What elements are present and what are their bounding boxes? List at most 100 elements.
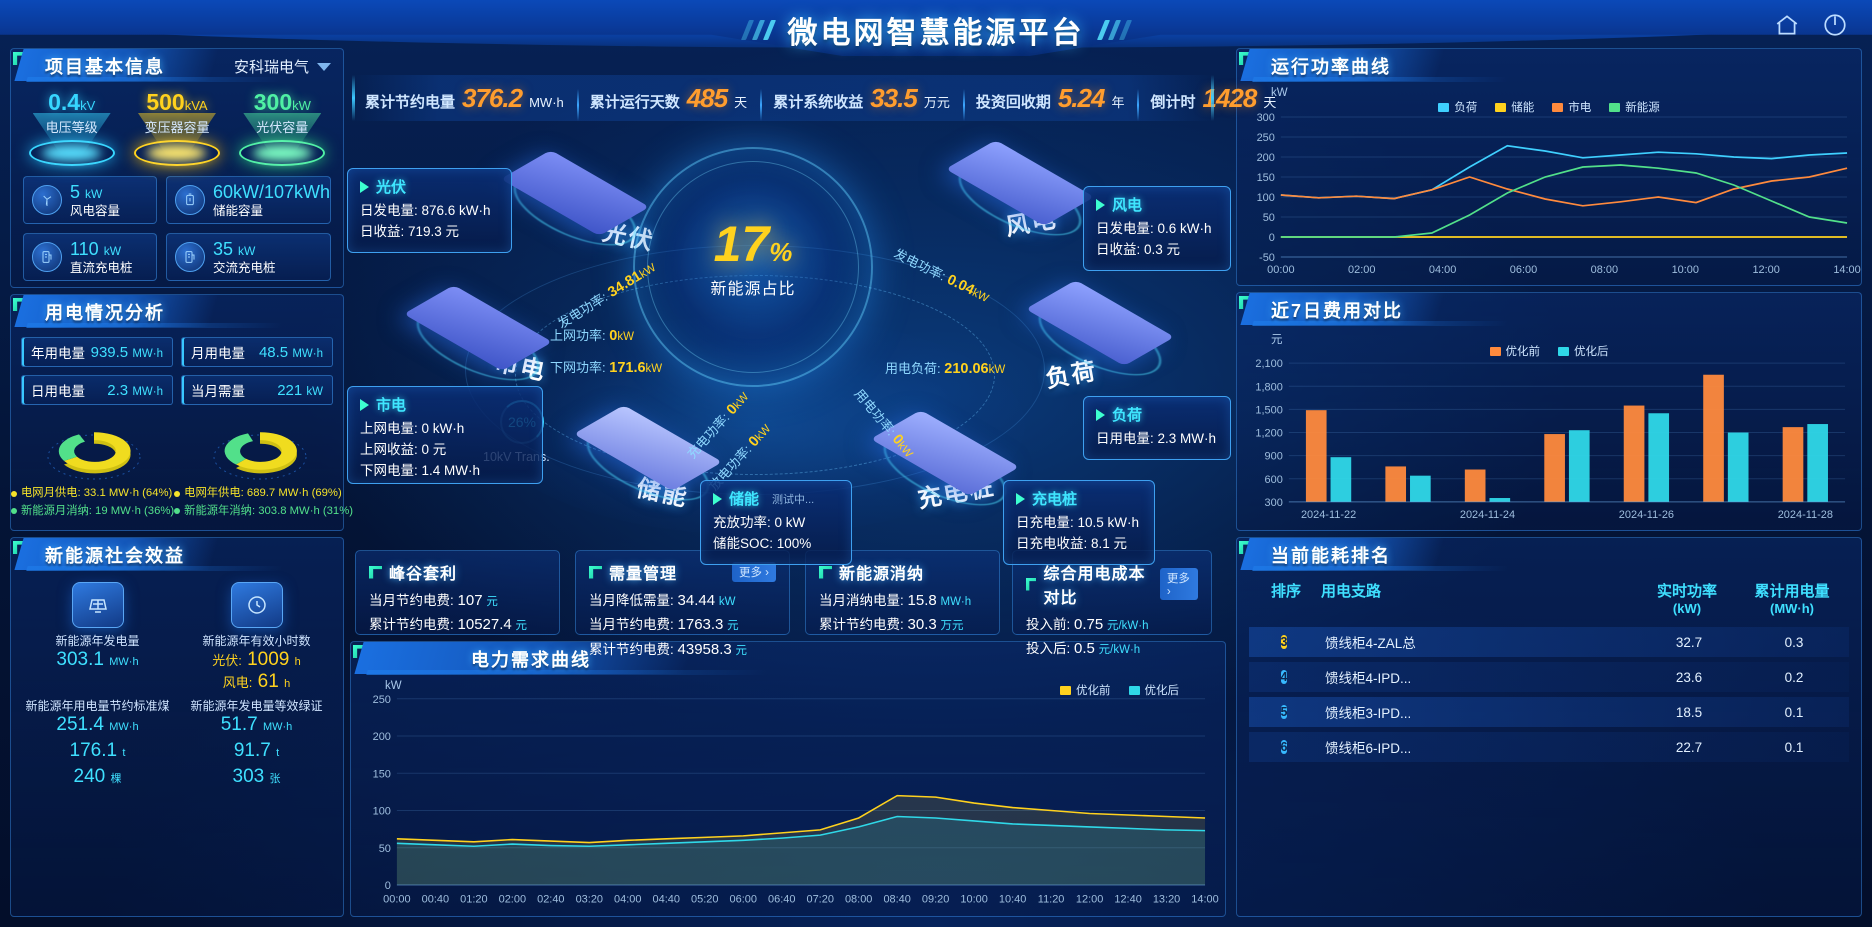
usage-cell: 年用电量 939.5 MW·h xyxy=(21,337,173,367)
arrow-icon xyxy=(1096,198,1105,211)
table-row[interactable]: 5 馈线柜3-IPD... 18.5 0.1 xyxy=(1249,697,1849,727)
cell-branch: 馈线柜3-IPD... xyxy=(1325,706,1412,721)
legend-swatch xyxy=(1495,102,1507,112)
usage-cell: 日用电量 2.3 MW·h xyxy=(21,375,173,405)
legend-item[interactable]: 优化前 xyxy=(1489,343,1540,359)
gauge-0: 0.4kV 电压等级 xyxy=(22,89,122,166)
usage-value: 2.3 MW·h xyxy=(107,381,163,399)
kpi-unit: 天 xyxy=(734,94,748,110)
card-title: 需量管理 xyxy=(609,566,678,583)
legend-item[interactable]: 负荷 xyxy=(1438,99,1477,115)
company-selector-value[interactable]: 安科瑞电气 xyxy=(233,59,309,76)
svg-text:300: 300 xyxy=(1257,112,1275,124)
legend-month: 电网月供电: 33.1 MW·h (64%) 新能源月消纳: 19 MW·h (… xyxy=(11,485,174,520)
table-row[interactable]: 3 馈线柜4-ZAL总 32.7 0.3 xyxy=(1249,627,1849,657)
capacity-cell[interactable]: 35 kW 交流充电桩 xyxy=(165,233,331,281)
legend-item[interactable]: 储能 xyxy=(1495,99,1534,115)
info-box-grid[interactable]: 市电 上网电量: 0 kW·h 上网收益: 0 元 下网电量: 1.4 MW·h xyxy=(347,386,543,484)
legend-label: 优化前 xyxy=(1076,685,1111,697)
legend-item[interactable]: 新能源 xyxy=(1609,99,1660,115)
home-icon[interactable] xyxy=(1774,12,1800,43)
node-wind-platform[interactable] xyxy=(937,140,1103,248)
bottom-card[interactable]: 峰谷套利 当月节约电费: 107 元累计节约电费: 10527.4 元 xyxy=(355,550,560,635)
usage-label: 月用电量 xyxy=(191,346,245,361)
node-pv-platform[interactable] xyxy=(492,150,658,258)
table-row[interactable]: 6 馈线柜6-IPD... 22.7 0.1 xyxy=(1249,732,1849,762)
svg-text:08:00: 08:00 xyxy=(845,893,872,905)
benefit-value: 303 张 xyxy=(232,766,281,787)
svg-text:12:00: 12:00 xyxy=(1752,264,1779,276)
panel-title: 运行功率曲线 xyxy=(1271,57,1391,77)
node-load-platform[interactable] xyxy=(1017,280,1183,388)
bottom-card[interactable]: 综合用电成本对比 更多 › 投入前: 0.75 元/kW·h 投入后: 0.5 元/k… xyxy=(1012,550,1212,657)
capacity-cell[interactable]: 5 kW 风电容量 xyxy=(23,176,157,224)
svg-text:2,100: 2,100 xyxy=(1255,358,1282,370)
usage-value: 48.5 MW·h xyxy=(258,343,323,361)
y-axis-unit: 元 xyxy=(1271,334,1283,346)
panel-title: 电力需求曲线 xyxy=(471,650,591,670)
flow-label-text: 用电负荷: xyxy=(885,361,941,376)
benefit-value: 303.1 MW·h xyxy=(56,649,139,670)
chevron-down-icon[interactable] xyxy=(317,63,331,71)
header-actions[interactable] xyxy=(1774,12,1848,43)
legend-item[interactable]: 优化前 xyxy=(1060,682,1111,698)
svg-text:08:40: 08:40 xyxy=(883,893,910,905)
info-box-charger[interactable]: 充电桩 日充电量: 10.5 kW·h 日充电收益: 8.1 元 xyxy=(1003,480,1155,565)
info-box-memo: 测试中... xyxy=(772,493,815,506)
cell-energy: 0.2 xyxy=(1784,669,1804,685)
svg-text:50: 50 xyxy=(379,843,391,855)
info-row: 日发电量: 876.6 kW·h xyxy=(360,203,491,218)
chart-legend[interactable]: 优化前 优化后 xyxy=(351,682,1225,698)
svg-text:06:00: 06:00 xyxy=(730,893,757,905)
legend-label: 市电 xyxy=(1568,102,1592,114)
y-axis-unit: kW xyxy=(1271,87,1288,99)
svg-text:00:00: 00:00 xyxy=(383,893,410,905)
panel-cost-compare: 近7日费用对比 元 优化前 优化后 300 600 900 1,200 1,500 1,80… xyxy=(1236,292,1862,531)
benefit-value: 251.4 MW·h xyxy=(56,714,139,735)
info-box-wind[interactable]: 风电 日发电量: 0.6 kW·h 日收益: 0.3 元 xyxy=(1083,186,1231,271)
svg-text:900: 900 xyxy=(1265,451,1283,463)
legend-swatch xyxy=(1609,102,1621,112)
flow-label-unit: kW xyxy=(988,364,1006,376)
benefit-value-pv: 光伏: 1009 h xyxy=(212,649,301,670)
info-box-pv[interactable]: 光伏 日发电量: 876.6 kW·h 日收益: 719.3 元 xyxy=(347,168,512,253)
info-box-ess[interactable]: 储能 测试中... 充放功率: 0 kW 储能SOC: 100% xyxy=(700,480,852,565)
legend-item: 电网月供电: 33.1 MW·h (64%) xyxy=(11,485,174,503)
cell-power: 22.7 xyxy=(1675,739,1703,755)
svg-text:10:00: 10:00 xyxy=(1672,264,1699,276)
svg-text:300: 300 xyxy=(1265,497,1283,509)
more-button[interactable]: 更多 › xyxy=(731,562,776,582)
info-row: 日收益: 719.3 元 xyxy=(360,223,460,239)
info-box-title: 市电 xyxy=(376,397,407,414)
kpi-unit: 万元 xyxy=(923,94,950,110)
capacity-cell[interactable]: 60kW/107kWh 储能容量 xyxy=(165,176,331,224)
chart-legend[interactable]: 优化前 优化后 xyxy=(1237,343,1861,359)
flow-label: 上网功率: 0kW xyxy=(550,325,634,344)
svg-text:04:00: 04:00 xyxy=(614,893,641,905)
svg-text:-50: -50 xyxy=(1259,252,1275,264)
more-button[interactable]: 更多 › xyxy=(1159,568,1198,600)
info-row: 日收益: 0.3 元 xyxy=(1096,241,1181,257)
info-row: 日充电收益: 8.1 元 xyxy=(1016,535,1128,551)
node-grid-platform[interactable] xyxy=(395,285,561,393)
svg-text:150: 150 xyxy=(1257,172,1275,184)
legend-item: 电网年供电: 689.7 MW·h (69%) xyxy=(174,485,353,503)
kpi-value: 33.5 xyxy=(870,82,918,113)
gauge-label: 电压等级 xyxy=(45,120,98,135)
chart-legend[interactable]: 负荷 储能 市电 新能源 xyxy=(1237,99,1861,115)
table-row[interactable]: 4 馈线柜4-IPD... 23.6 0.2 xyxy=(1249,662,1849,692)
svg-text:2024-11-28: 2024-11-28 xyxy=(1778,509,1833,521)
card-row: 当月降低需量: 34.44 kW xyxy=(589,592,736,609)
legend-item[interactable]: 优化后 xyxy=(1128,682,1179,698)
capacity-value: 35 kW xyxy=(212,239,256,260)
panel-benefit-header: 新能源社会效益 xyxy=(11,538,343,572)
flow-label-text: 上网功率: xyxy=(550,328,606,343)
svg-text:10:40: 10:40 xyxy=(999,893,1026,905)
power-icon[interactable] xyxy=(1822,12,1848,43)
usage-cells: 年用电量 939.5 MW·h 月用电量 48.5 MW·h 日用电量 2.3 MW·h 当… xyxy=(11,329,343,409)
info-box-load[interactable]: 负荷 日用电量: 2.3 MW·h xyxy=(1083,396,1231,460)
legend-item[interactable]: 优化后 xyxy=(1558,343,1609,359)
benefit-value: 51.7 MW·h xyxy=(220,714,293,735)
legend-item[interactable]: 市电 xyxy=(1552,99,1591,115)
capacity-cell[interactable]: 110 kW 直流充电桩 xyxy=(23,233,157,281)
